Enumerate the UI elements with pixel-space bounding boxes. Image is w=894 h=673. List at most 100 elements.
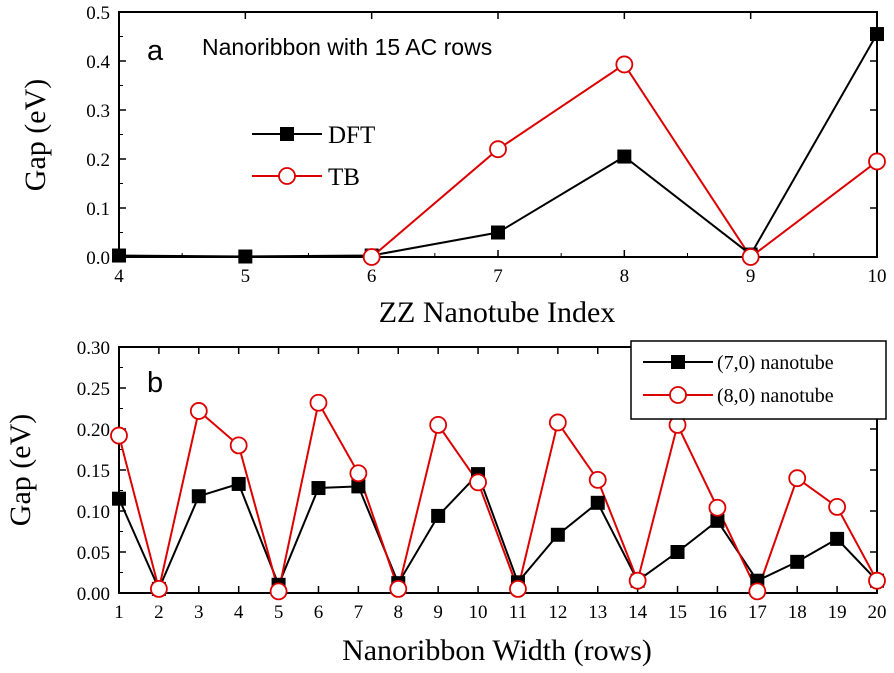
- y-tick-label-b: 0.30: [77, 338, 110, 359]
- legend-a: DFT TB: [252, 122, 375, 191]
- x-tick-label-a: 7: [493, 266, 503, 287]
- data-point-square-b: [550, 527, 565, 542]
- x-tick-label-b: 15: [668, 602, 687, 623]
- series-line-b-0: [118, 472, 878, 592]
- y-tick-label-b: 0.05: [77, 543, 110, 564]
- panel-a: 4 5 6 7 8 9 10 0.0 0.1 0.2 0.3 0.4 0.5 a Nanoribbon …: [19, 3, 887, 329]
- y-tick-label-a: 0.5: [86, 3, 110, 24]
- data-point-square-b: [790, 554, 805, 569]
- x-tick-label-a: 5: [241, 266, 251, 287]
- panel-title-a: Nanoribbon with 15 AC rows: [202, 34, 492, 60]
- data-point-circle-b: [828, 497, 847, 516]
- legend-label-tb: TB: [328, 164, 360, 191]
- x-tick-label-b: 18: [788, 602, 807, 623]
- data-point-square-b: [670, 545, 685, 559]
- x-tick-label-a: 6: [367, 266, 377, 287]
- data-point-square-b: [112, 491, 126, 506]
- y-tick-label-a: 0.0: [86, 248, 110, 269]
- x-tick-label-b: 8: [394, 602, 404, 623]
- x-tick-label-b: 11: [509, 602, 527, 623]
- data-point-circle-b: [349, 464, 368, 483]
- legend-marker-7-0: [671, 355, 685, 369]
- data-point-circle-a: [868, 152, 886, 171]
- data-point-circle-b: [110, 426, 128, 445]
- x-tick-label-b: 17: [748, 602, 767, 623]
- x-tick-label-b: 6: [314, 602, 324, 623]
- data-point-circle-a: [615, 55, 634, 74]
- data-point-circle-a: [489, 140, 507, 159]
- legend-label-dft: DFT: [328, 122, 375, 149]
- y-tick-label-b: 0.00: [77, 584, 110, 605]
- data-point-circle-b: [229, 436, 248, 455]
- x-axis-title-a: ZZ Nanotube Index: [379, 296, 616, 329]
- x-tick-label-a: 10: [868, 266, 887, 287]
- data-point-circle-b: [548, 413, 567, 432]
- y-tick-label-a: 0.3: [86, 101, 110, 122]
- y-tick-label-a: 0.4: [86, 52, 110, 73]
- data-point-square-a: [491, 225, 505, 240]
- data-point-circle-b: [309, 393, 328, 412]
- data-point-square-b: [431, 508, 446, 523]
- x-axis-title-b: Nanoribbon Width (rows): [342, 634, 652, 667]
- x-tick-label-b: 16: [708, 602, 727, 623]
- y-tick-label-a: 0.2: [86, 150, 110, 171]
- data-point-circle-b: [429, 415, 448, 434]
- data-point-square-b: [830, 531, 845, 546]
- x-tick-label-b: 12: [548, 602, 567, 623]
- data-point-circle-b: [389, 580, 408, 598]
- data-point-square-a: [870, 27, 884, 42]
- data-point-circle-b: [149, 580, 168, 598]
- data-point-circle-b: [868, 571, 886, 590]
- data-point-square-b: [231, 476, 246, 491]
- x-tick-label-b: 1: [114, 602, 124, 623]
- data-point-square-a: [617, 149, 632, 164]
- data-point-circle-b: [469, 473, 487, 492]
- panel-label-b: b: [147, 367, 163, 399]
- x-tick-label-b: 14: [628, 602, 648, 623]
- legend-marker-tb: [278, 167, 296, 185]
- y-tick-label-b: 0.15: [77, 461, 110, 482]
- legend-box-b: [630, 340, 887, 420]
- x-tick-label-b: 13: [588, 602, 607, 623]
- y-tick-label-b: 0.20: [77, 420, 110, 441]
- x-tick-label-b: 19: [828, 602, 847, 623]
- x-tick-label-a: 8: [620, 266, 630, 287]
- legend-label-8-0: (8,0) nanotube: [717, 385, 834, 407]
- data-point-circle-b: [269, 582, 288, 601]
- x-tick-label-a: 9: [746, 266, 756, 287]
- data-point-square-b: [590, 495, 605, 510]
- x-tick-label-b: 4: [234, 602, 244, 623]
- data-point-square-b: [351, 479, 366, 494]
- legend-b: (7,0) nanotube (8,0) nanotube: [630, 340, 887, 420]
- data-point-circle-b: [708, 498, 727, 517]
- data-point-square-a: [112, 248, 126, 263]
- x-tick-label-b: 9: [433, 602, 443, 623]
- x-tick-label-b: 20: [868, 602, 887, 623]
- data-point-circle-b: [748, 582, 767, 601]
- x-tick-label-b: 3: [194, 602, 204, 623]
- data-point-circle-b: [588, 470, 607, 489]
- y-axis-title-a: Gap (eV): [19, 79, 52, 191]
- series-line-b-1: [118, 400, 878, 595]
- x-tick-label-b: 2: [154, 602, 164, 623]
- data-point-circle-a: [362, 248, 381, 266]
- y-tick-label-a: 0.1: [86, 199, 110, 220]
- data-point-circle-b: [788, 469, 807, 488]
- legend-marker-dft: [280, 127, 294, 141]
- data-point-circle-b: [628, 571, 647, 590]
- legend-label-7-0: (7,0) nanotube: [717, 352, 834, 374]
- y-tick-label-b: 0.10: [77, 502, 110, 523]
- data-point-square-b: [311, 481, 326, 496]
- data-point-square-a: [238, 249, 253, 264]
- data-point-circle-b: [189, 402, 208, 420]
- data-point-square-b: [191, 489, 206, 504]
- data-point-circle-b: [509, 580, 527, 598]
- x-tick-label-b: 5: [274, 602, 284, 623]
- legend-marker-8-0: [669, 386, 687, 404]
- panel-b: 1 2 3 4 5 6 7 8 9 10 11 12 13 14 15 16 17 18 19 200.000.050…: [4, 338, 887, 667]
- panel-label-a: a: [147, 35, 164, 67]
- y-tick-label-b: 0.25: [77, 379, 110, 400]
- y-axis-title-b: Gap (eV): [4, 414, 37, 526]
- x-tick-label-b: 7: [354, 602, 364, 623]
